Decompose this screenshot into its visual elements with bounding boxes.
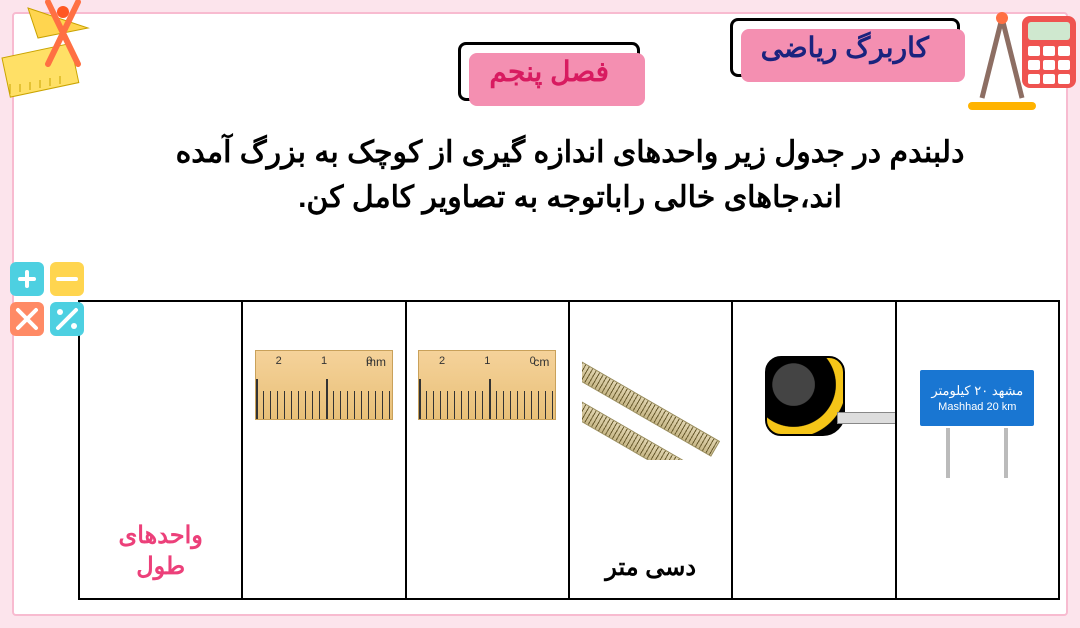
- cm-ruler-image: cm 0 1 2: [418, 350, 556, 460]
- mm-num-0: 0: [366, 355, 372, 367]
- sign-line1: مشهد ۲۰ کیلومتر: [931, 383, 1023, 399]
- units-table: واحدهای طول mm 0 1 2 cm: [80, 300, 1060, 600]
- cell-title: واحدهای طول: [78, 300, 243, 600]
- mm-num-1: 1: [321, 355, 327, 367]
- dm-tape-image: [582, 350, 720, 460]
- m-measuring-tape-image: [745, 350, 883, 460]
- road-sign-board: مشهد ۲۰ کیلومتر Mashhad 20 km: [918, 368, 1036, 428]
- cm-num-1: 1: [484, 355, 490, 367]
- cell-cm[interactable]: cm 0 1 2: [405, 300, 570, 600]
- badge-worksheet-title: کاربرگ ریاضی: [730, 18, 960, 77]
- measuring-tape-body: [765, 356, 845, 436]
- dm-answer: دسی متر: [605, 554, 696, 581]
- cell-m[interactable]: [731, 300, 896, 600]
- deco-left-math-icons: [8, 260, 88, 340]
- cm-ticks-big: [419, 379, 555, 419]
- badge-chapter: فصل پنجم: [458, 42, 640, 101]
- badge-left-text: فصل پنجم: [489, 56, 609, 87]
- sign-pole-1: [946, 428, 950, 478]
- cell-dm[interactable]: دسی متر: [568, 300, 733, 600]
- mm-num-2: 2: [276, 355, 282, 367]
- deco-top-right-tools-icon: [962, 0, 1080, 118]
- row-title-line1: واحدهای: [84, 520, 237, 551]
- badge-right-text: کاربرگ ریاضی: [761, 32, 929, 63]
- mm-ticks-big: [256, 379, 392, 419]
- sign-pole-2: [1004, 428, 1008, 478]
- row-title-line2: طول: [84, 551, 237, 582]
- sign-line2: Mashhad 20 km: [938, 401, 1016, 413]
- instruction-text: دلبندم در جدول زیر واحدهای اندازه گیری ا…: [120, 130, 1020, 220]
- km-road-sign-image: مشهد ۲۰ کیلومتر Mashhad 20 km: [908, 350, 1046, 460]
- mm-ruler-image: mm 0 1 2: [255, 350, 393, 460]
- measuring-tape-blade: [837, 412, 897, 424]
- cell-km[interactable]: مشهد ۲۰ کیلومتر Mashhad 20 km: [895, 300, 1060, 600]
- cm-num-2: 2: [439, 355, 445, 367]
- deco-top-left-tools-icon: [0, 0, 108, 108]
- cell-mm[interactable]: mm 0 1 2: [241, 300, 406, 600]
- cm-num-0: 0: [530, 355, 536, 367]
